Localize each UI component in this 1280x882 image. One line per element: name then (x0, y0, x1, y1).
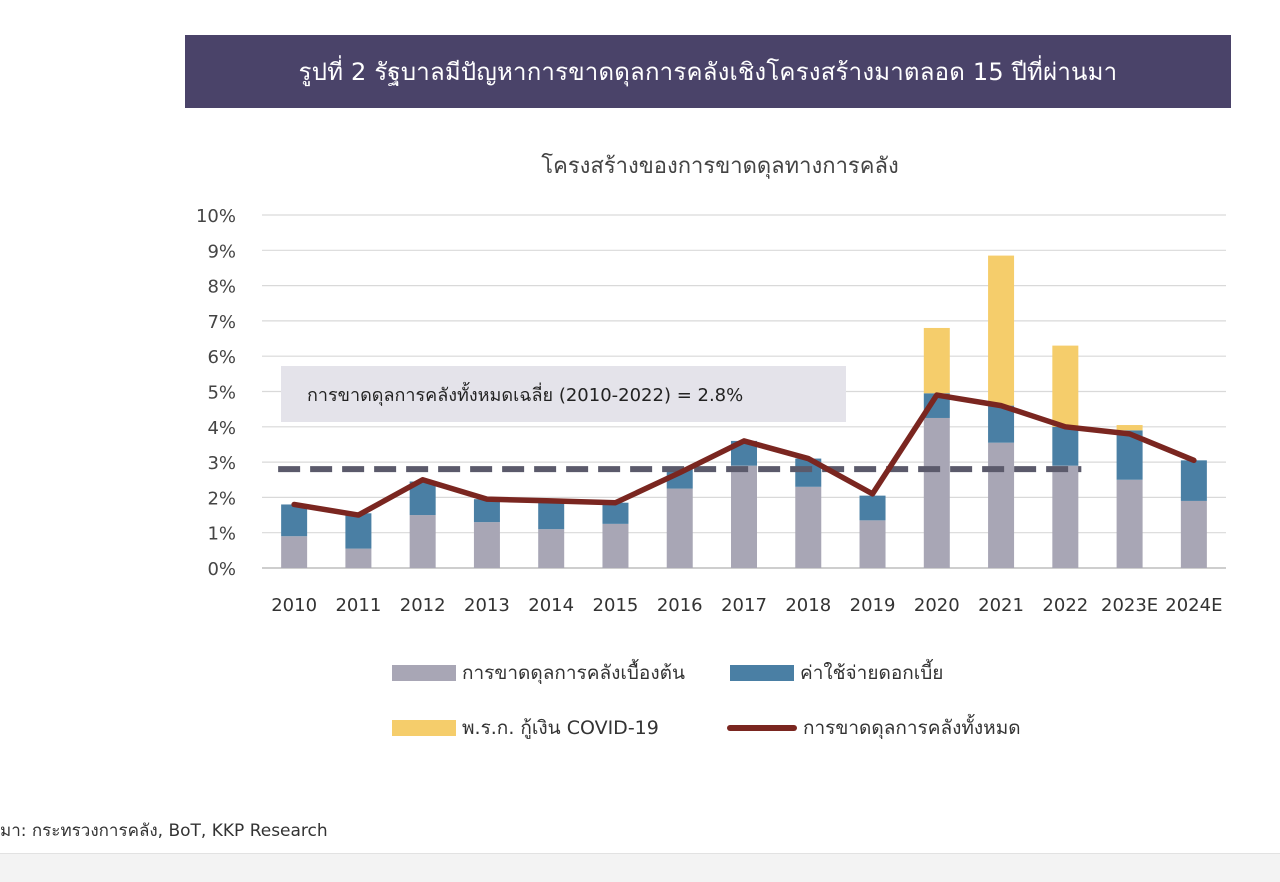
source-note: มา: กระทรวงการคลัง, BoT, KKP Research (0, 821, 328, 841)
x-tick-label: 2013 (464, 595, 510, 616)
bar-primary-deficit (666, 488, 693, 568)
bar-interest (859, 495, 886, 521)
x-tick-label: 2010 (271, 595, 317, 616)
y-tick-label: 5% (207, 383, 236, 404)
bar-primary-deficit (1116, 479, 1143, 568)
bar-primary-deficit (602, 523, 629, 568)
figure-banner-title: รูปที่ 2 รัฐบาลมีปัญหาการขาดดุลการคลังเช… (298, 58, 1118, 86)
bar-interest (602, 502, 629, 524)
x-tick-label: 2023E (1101, 595, 1158, 616)
y-tick-label: 7% (207, 312, 236, 333)
y-tick-label: 9% (207, 241, 236, 262)
bar-primary-deficit (1180, 500, 1207, 568)
x-tick-label: 2024E (1165, 595, 1222, 616)
legend-label-primary-deficit: การขาดดุลการคลังเบื้องต้น (462, 662, 685, 684)
legend-item-interest: ค่าใช้จ่ายดอกเบี้ย (730, 658, 943, 688)
y-tick-label: 3% (207, 453, 236, 474)
bar-primary-deficit (923, 417, 950, 568)
bar-primary-deficit (731, 465, 757, 568)
bar-interest (538, 502, 565, 530)
legend-item-primary-deficit: การขาดดุลการคลังเบื้องต้น (392, 658, 685, 688)
x-tick-label: 2019 (850, 595, 896, 616)
y-tick-label: 1% (207, 524, 236, 545)
y-tick-label: 2% (207, 488, 236, 509)
bar-primary-deficit (281, 536, 308, 568)
bar-covid-loan (1052, 345, 1079, 427)
bar-interest (473, 499, 500, 523)
line-total-deficit (291, 392, 1197, 518)
y-tick-label: 10% (196, 206, 236, 227)
bar-interest (345, 513, 372, 549)
x-tick-label: 2021 (978, 595, 1024, 616)
bar-primary-deficit (795, 486, 822, 568)
x-tick-label: 2022 (1042, 595, 1088, 616)
bar-primary-deficit (473, 522, 500, 568)
x-tick-label: 2018 (785, 595, 831, 616)
figure-banner: รูปที่ 2 รัฐบาลมีปัญหาการขาดดุลการคลังเช… (185, 35, 1231, 108)
bar-covid-loan (988, 255, 1015, 406)
x-tick-label: 2015 (593, 595, 639, 616)
legend-swatch-primary-deficit (392, 665, 456, 681)
bar-primary-deficit (345, 548, 372, 568)
y-tick-label: 8% (207, 277, 236, 298)
x-tick-label: 2017 (721, 595, 767, 616)
x-tick-label: 2012 (400, 595, 446, 616)
y-tick-label: 4% (207, 418, 236, 439)
bar-covid-loan (1116, 425, 1143, 431)
bar-primary-deficit (409, 515, 436, 568)
bar-interest (1180, 460, 1207, 501)
legend-item-total-deficit: การขาดดุลการคลังทั้งหมด (727, 713, 1021, 743)
bar-covid-loan (923, 327, 950, 394)
bar-primary-deficit (859, 520, 886, 568)
x-tick-label: 2016 (657, 595, 703, 616)
bar-primary-deficit (988, 442, 1015, 568)
legend-label-interest: ค่าใช้จ่ายดอกเบี้ย (800, 662, 944, 684)
y-tick-label: 6% (207, 347, 236, 368)
legend-swatch-interest (730, 665, 794, 681)
y-tick-label: 0% (207, 559, 236, 580)
legend-label-total-deficit: การขาดดุลการคลังทั้งหมด (803, 717, 1021, 739)
average-annotation-box: การขาดดุลการคลังทั้งหมดเฉลี่ย (2010-2022… (281, 366, 846, 422)
bar-primary-deficit (1052, 465, 1079, 568)
x-tick-label: 2011 (335, 595, 381, 616)
bar-primary-deficit (538, 529, 565, 568)
legend-swatch-covid-loan (392, 720, 456, 736)
legend-label-covid-loan: พ.ร.ก. กู้เงิน COVID-19 (462, 717, 659, 739)
x-tick-label: 2020 (914, 595, 960, 616)
average-annotation-label: การขาดดุลการคลังทั้งหมดเฉลี่ย (2010-2022… (307, 384, 744, 406)
bar-interest (988, 405, 1015, 443)
bottom-toolbar (0, 853, 1280, 882)
bar-interest (1052, 426, 1079, 466)
bar-interest (281, 504, 308, 537)
legend-item-covid-loan: พ.ร.ก. กู้เงิน COVID-19 (392, 713, 659, 743)
chart-title: โครงสร้างของการขาดดุลทางการคลัง (541, 154, 899, 179)
legend-line-total-deficit (727, 725, 797, 731)
x-tick-label: 2014 (528, 595, 574, 616)
